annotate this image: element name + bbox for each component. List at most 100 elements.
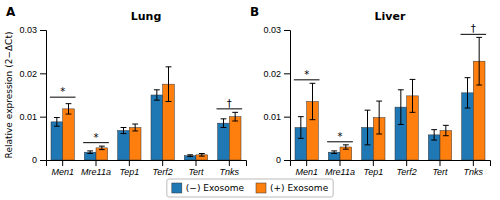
- x-axis: Men1Mre11aTep1Terf2TertTnks: [47, 160, 247, 177]
- y-tick-mark: [40, 73, 46, 74]
- error-bar-stem: [156, 90, 157, 100]
- annotations: **†: [304, 23, 476, 141]
- y-tick-label: 0.03: [19, 25, 37, 35]
- y-tick: 0.01: [263, 112, 290, 122]
- error-bar-stem: [412, 79, 413, 112]
- bar: [51, 122, 63, 160]
- error-bar-cap: [398, 124, 404, 125]
- chart-svg: **†00.010.020.03Men1Mre11aTep1Terf2TertT…: [0, 0, 500, 200]
- x-tick-mark: [196, 160, 197, 166]
- error-bar-cap: [121, 127, 127, 128]
- error-bar-cap: [476, 37, 482, 38]
- error-bar-cap: [310, 83, 316, 84]
- x-tick-mark: [440, 160, 441, 166]
- error-bar-cap: [66, 114, 72, 115]
- error-bar: [166, 67, 172, 102]
- error-bar-cap: [410, 112, 416, 113]
- error-bar-cap: [331, 153, 337, 154]
- legend: (−) Exosome(+) Exosome: [167, 179, 333, 197]
- error-bar: [410, 79, 416, 112]
- y-tick-label: 0.01: [263, 112, 281, 122]
- error-bar: [476, 37, 482, 85]
- error-bar-stem: [312, 83, 313, 119]
- error-bar-cap: [54, 117, 60, 118]
- x-tick-mark: [229, 160, 230, 166]
- error-bar-cap: [87, 150, 93, 151]
- error-bar: [232, 112, 238, 121]
- error-bar-cap: [87, 153, 93, 154]
- error-bar-stem: [367, 110, 368, 145]
- significance-label: *: [304, 69, 309, 80]
- significance-label: *: [60, 86, 65, 97]
- title: Liver: [375, 10, 406, 23]
- error-bar-cap: [443, 135, 449, 136]
- y-tick: 0.03: [19, 25, 46, 35]
- error-bar-cap: [199, 153, 205, 154]
- x-tick: Men1: [295, 160, 318, 177]
- bar: [63, 109, 75, 160]
- error-bar-cap: [365, 110, 371, 111]
- error-bar-cap: [465, 108, 471, 109]
- y-tick: 0.03: [263, 25, 290, 35]
- x-tick-label: Men1: [51, 167, 74, 177]
- x-tick-label: Tep1: [119, 167, 139, 177]
- error-bar-cap: [376, 101, 382, 102]
- error-bar-cap: [121, 133, 127, 134]
- error-bar-cap: [99, 149, 105, 150]
- y-tick-mark: [284, 160, 290, 161]
- bar: [218, 123, 230, 160]
- y-tick-label: 0.02: [19, 69, 37, 79]
- error-bar-stem: [135, 124, 136, 131]
- axis-line: [40, 31, 47, 161]
- error-bar-stem: [400, 90, 401, 125]
- bar: [184, 156, 196, 160]
- error-bar-cap: [310, 119, 316, 120]
- error-bar: [398, 90, 404, 125]
- x-tick-mark: [473, 160, 474, 166]
- error-bar: [221, 119, 227, 128]
- error-bar: [132, 124, 138, 131]
- error-bar: [99, 146, 105, 149]
- x-tick: Terf2: [397, 160, 417, 177]
- x-tick-label: Mre11a: [325, 167, 355, 177]
- error-bar-cap: [465, 77, 471, 78]
- x-tick-mark: [96, 160, 97, 166]
- error-bar-stem: [223, 119, 224, 128]
- error-bar-cap: [154, 89, 160, 90]
- plot-area: [294, 34, 486, 160]
- x-tick-mark: [406, 160, 407, 166]
- error-bar-cap: [443, 125, 449, 126]
- y-tick-label: 0: [276, 155, 281, 165]
- error-bar: [298, 117, 304, 139]
- error-bar: [365, 110, 371, 145]
- bar: [96, 148, 108, 160]
- panel-label: B: [250, 5, 259, 19]
- error-bar-cap: [132, 130, 138, 131]
- error-bar-cap: [221, 118, 227, 119]
- error-bar: [87, 151, 93, 154]
- x-tick-mark: [340, 160, 341, 166]
- significance-label: *: [338, 131, 343, 142]
- x-tick: Tnks: [220, 160, 240, 177]
- error-bar-cap: [99, 146, 105, 147]
- x-tick: Tep1: [363, 160, 383, 177]
- error-bar-cap: [431, 140, 437, 141]
- y-tick: 0.02: [19, 69, 46, 79]
- x-tick: Mre11a: [81, 160, 111, 177]
- x-tick-mark: [62, 160, 63, 166]
- legend-swatch: [172, 183, 182, 193]
- axis-line: [291, 161, 491, 167]
- error-bar: [431, 130, 437, 140]
- panel: **†00.010.020.03Men1Mre11aTep1Terf2TertT…: [250, 5, 491, 177]
- plot-area: [50, 67, 242, 160]
- series: [51, 90, 229, 160]
- error-bar-stem: [379, 101, 380, 134]
- y-tick: 0: [32, 155, 46, 165]
- error-bar: [54, 118, 60, 127]
- error-bar: [465, 78, 471, 108]
- error-bar-stem: [101, 146, 102, 149]
- annotations: **†: [60, 86, 232, 142]
- y-axis-title: Relative expression (2−ΔCt): [4, 32, 14, 159]
- error-bar-cap: [431, 129, 437, 130]
- error-bar-stem: [68, 104, 69, 114]
